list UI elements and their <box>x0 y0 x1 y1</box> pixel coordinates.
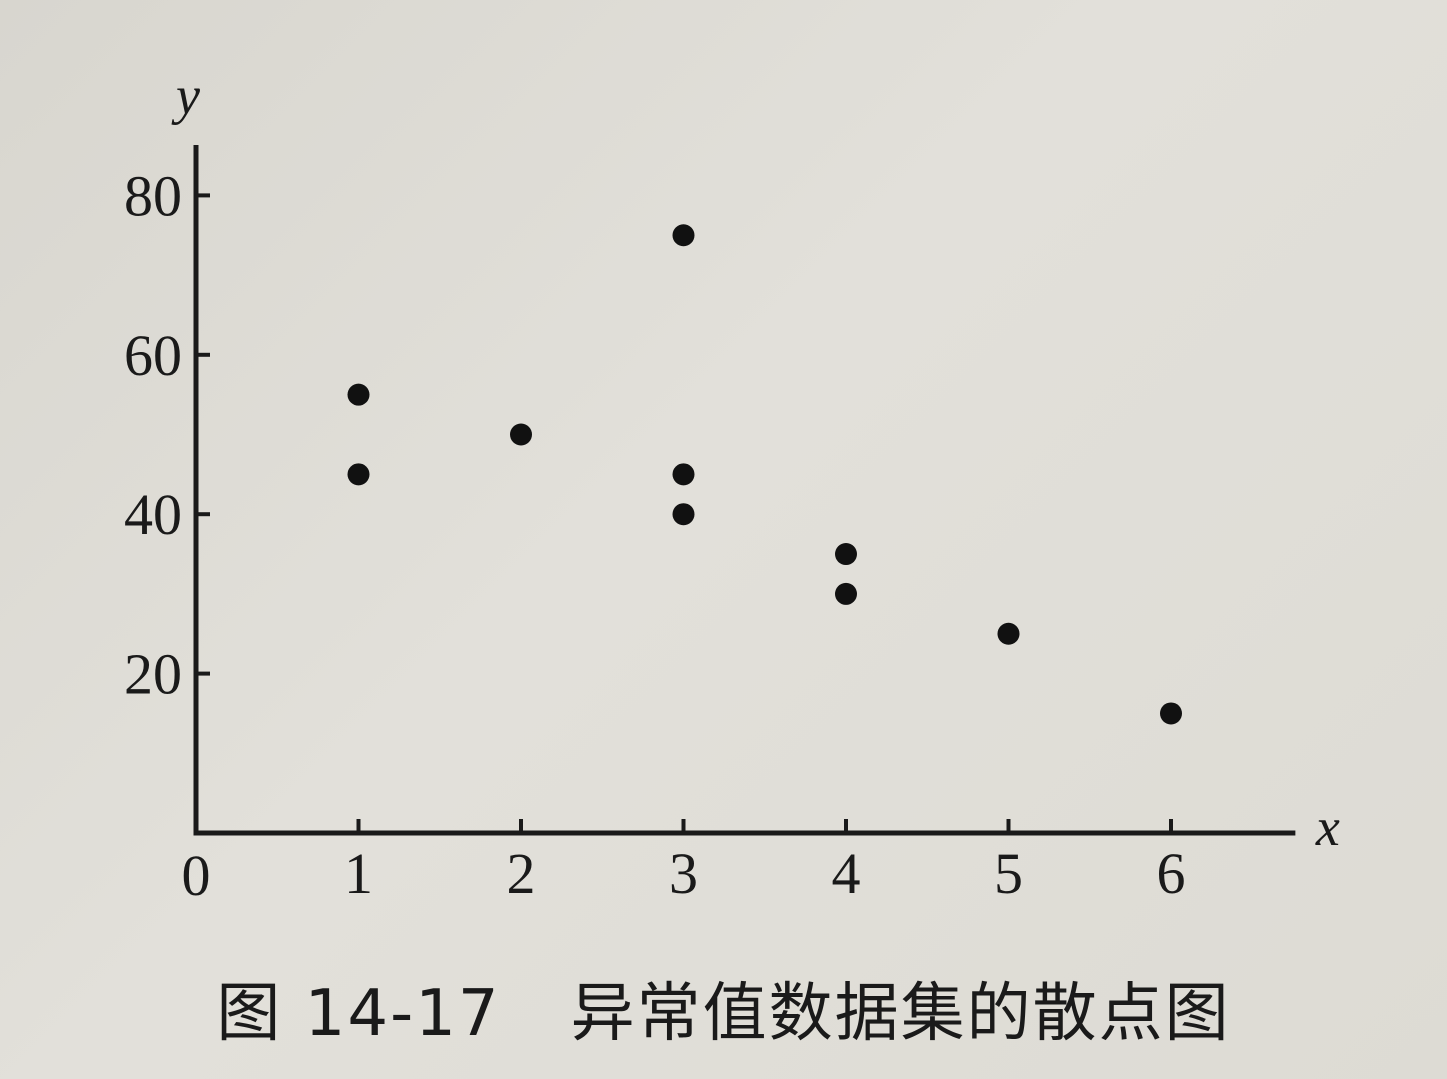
scatter-point <box>672 463 695 486</box>
y-tick-label: 20 <box>124 642 182 707</box>
data-points <box>347 224 1182 725</box>
axes <box>193 145 1296 836</box>
x-axis-label: x <box>1315 797 1340 857</box>
x-tick-label: 5 <box>994 841 1023 906</box>
scatter-point <box>672 503 695 526</box>
y-tick-label: 80 <box>124 163 182 228</box>
x-tick-label: 4 <box>832 841 861 906</box>
x-tick-label: 2 <box>507 841 536 906</box>
y-tick-label: 60 <box>124 323 182 388</box>
origin-label: 0 <box>182 843 211 908</box>
ticks: 1 2 3 4 5 6 20 40 60 80 <box>124 163 1186 906</box>
figure-number: 图 14-17 <box>216 977 501 1051</box>
x-tick-label: 1 <box>344 841 373 906</box>
x-tick-label: 3 <box>669 841 698 906</box>
scatter-point <box>835 582 857 605</box>
scatter-point <box>997 622 1020 645</box>
x-tick-label: 6 <box>1157 841 1186 906</box>
figure-caption: 图 14-17 异常值数据集的散点图 <box>0 962 1447 1054</box>
y-tick-label: 40 <box>124 482 182 547</box>
scatter-point <box>347 463 370 486</box>
figure-title: 异常值数据集的散点图 <box>570 977 1231 1051</box>
scatter-point <box>510 423 532 446</box>
y-axis-label: y <box>171 66 200 126</box>
scatter-point <box>835 543 857 566</box>
scatter-point <box>1160 702 1182 725</box>
scatter-point <box>347 383 370 406</box>
scatter-point <box>672 224 695 247</box>
